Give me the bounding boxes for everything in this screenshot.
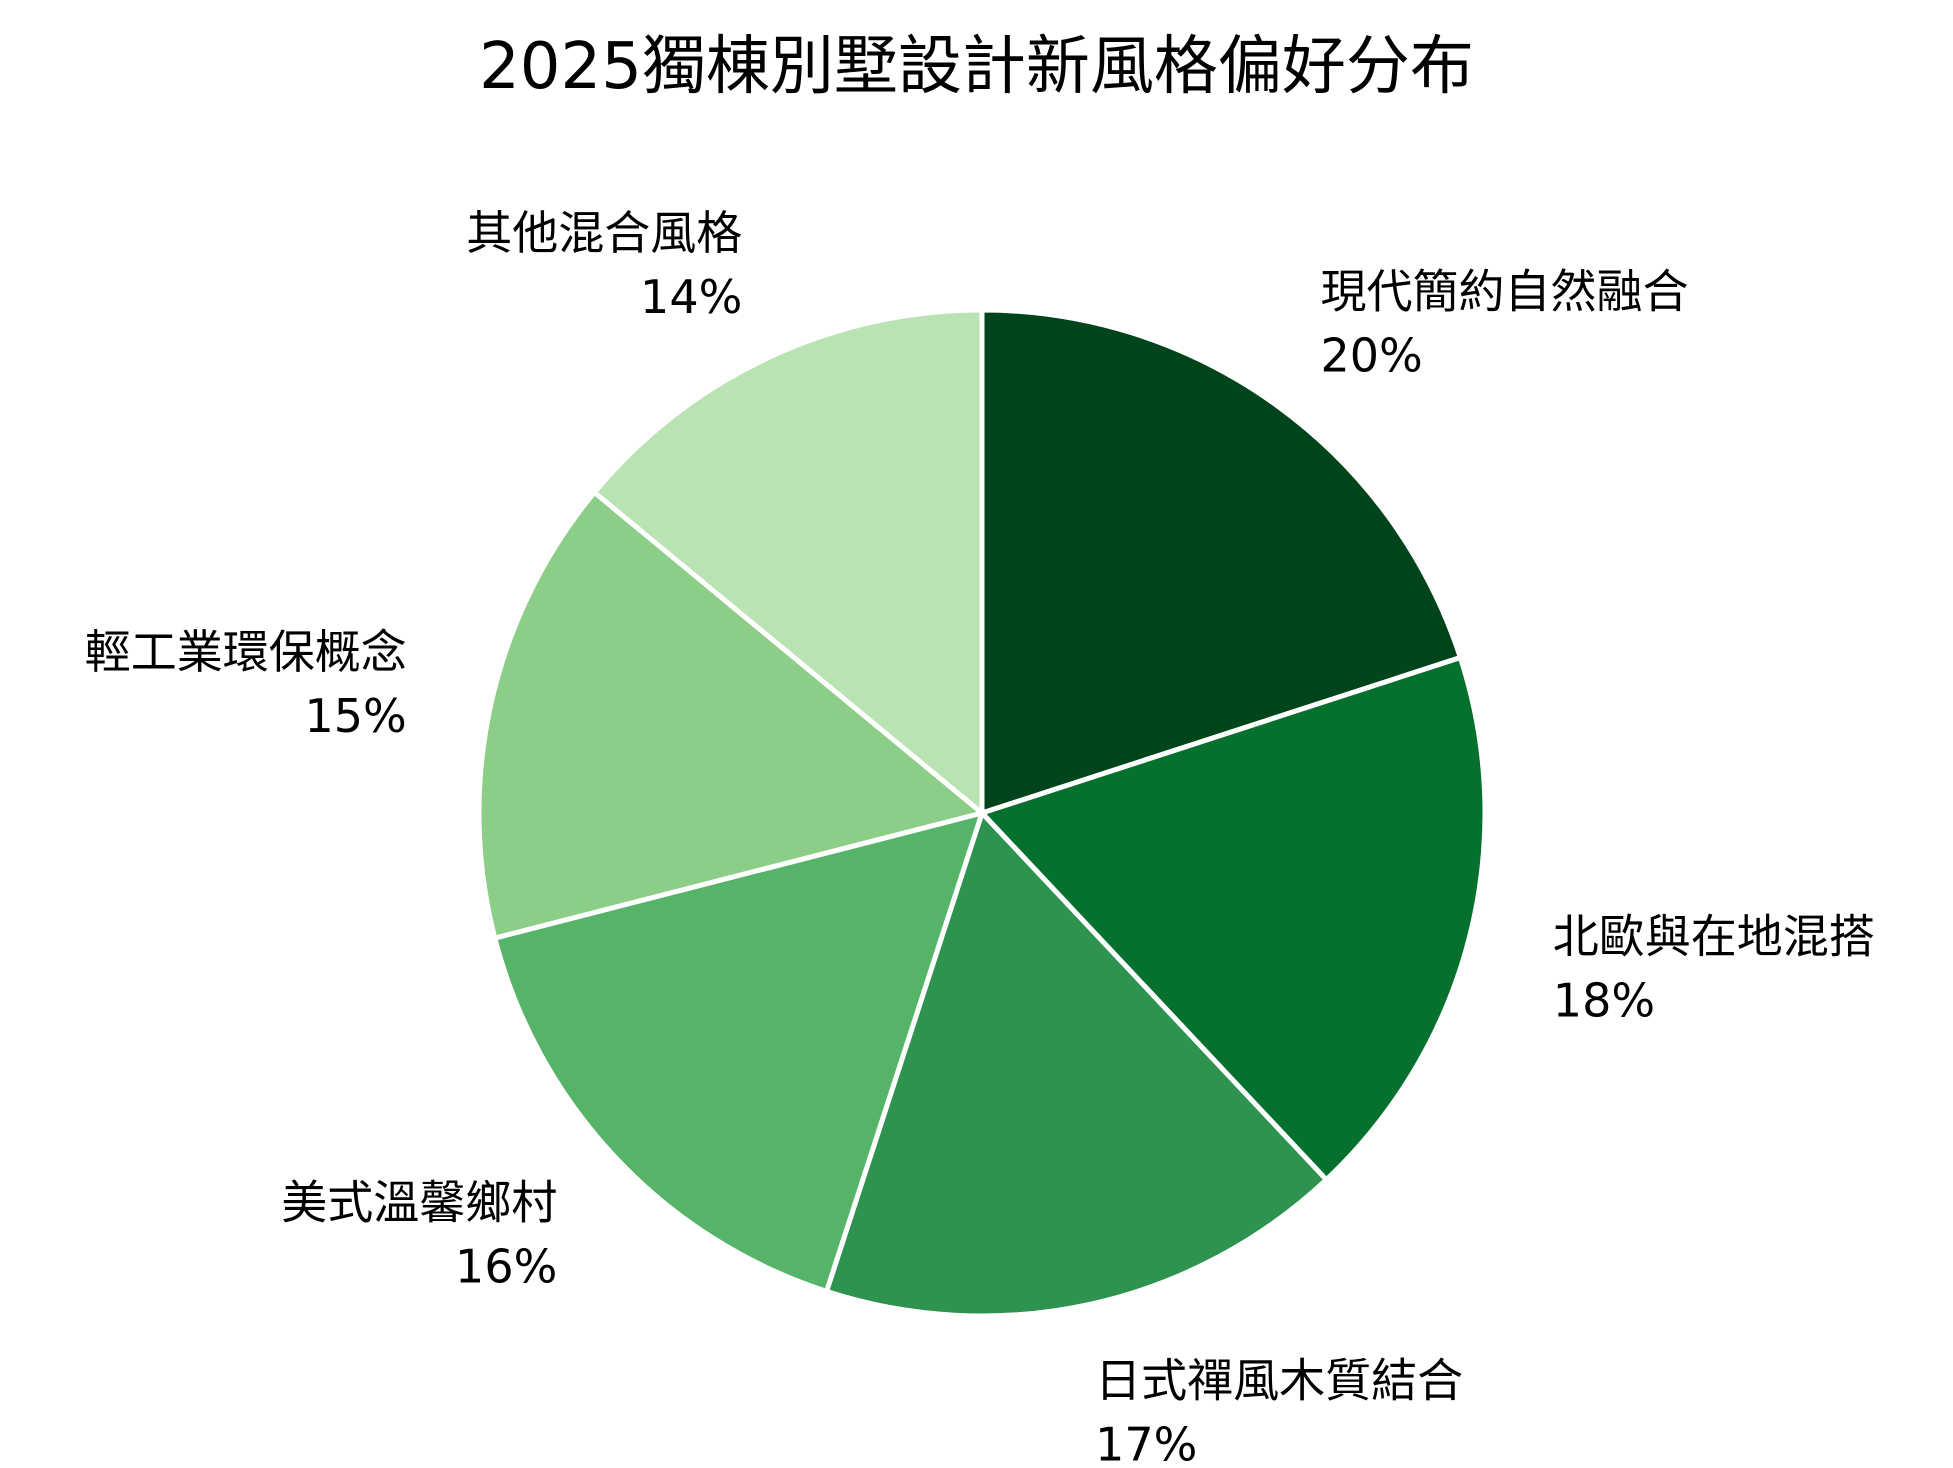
slice-label: 美式溫馨鄉村 — [281, 1176, 557, 1230]
pie-labels: 現代簡約自然融合 20% 北歐與在地混搭 18% 日式禪風木質結合 17% 美式溫馨鄉村 16… — [85, 206, 1875, 1468]
pie-slice — [476, 489, 985, 941]
pie-slice — [591, 307, 985, 816]
slice-label: 輕工業環保概念 — [85, 625, 407, 679]
pie-slice — [979, 307, 1463, 816]
slice-label: 北歐與在地混搭 — [1553, 910, 1875, 964]
slice-value-label: 14% — [640, 270, 742, 324]
chart-title: 2025獨棟別墅設計新風格偏好分布 — [479, 30, 1474, 104]
pie-slice — [979, 655, 1488, 1183]
slice-value-label: 18% — [1553, 974, 1655, 1028]
slice-value-label: 17% — [1095, 1417, 1197, 1468]
slice-value-label: 16% — [455, 1240, 557, 1294]
pie-slices — [476, 307, 1488, 1319]
slice-value-label: 20% — [1321, 329, 1423, 383]
pie-slice — [492, 810, 985, 1294]
slice-label: 日式禪風木質結合 — [1095, 1353, 1463, 1407]
pie-slice — [824, 810, 1329, 1319]
slice-label: 現代簡約自然融合 — [1321, 265, 1689, 319]
slice-label: 其他混合風格 — [466, 206, 742, 260]
slice-value-label: 15% — [304, 689, 406, 743]
